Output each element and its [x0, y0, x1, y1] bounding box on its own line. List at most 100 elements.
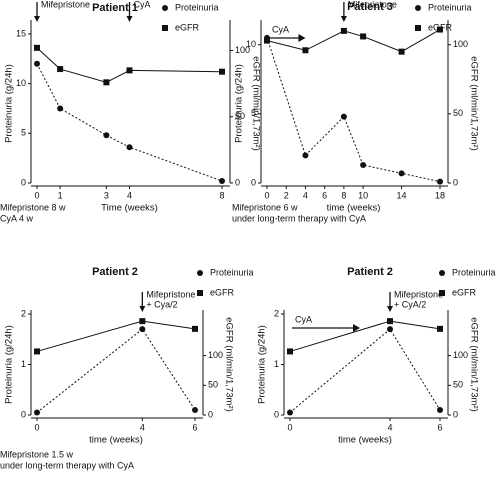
note: Mifepristone 8 w	[0, 202, 66, 212]
x-tick-label: 2	[284, 190, 289, 200]
data-point	[219, 178, 225, 185]
y2-tick-label: 50	[235, 111, 245, 121]
legend-label: Proteinuria	[175, 2, 219, 12]
series-line	[289, 320, 441, 352]
y2-tick-label: 100	[235, 45, 250, 55]
x-tick-label: 4	[303, 190, 308, 200]
data-point	[437, 325, 443, 332]
annotation-arrowhead	[139, 306, 146, 312]
legend-label: Proteinuria	[428, 2, 472, 12]
annotation-arrowhead	[298, 34, 306, 42]
y2-tick-label: 50	[208, 380, 218, 390]
y2-tick-label: 100	[453, 350, 468, 360]
annotation-arrowhead	[126, 16, 133, 22]
y-tick-label: 0	[274, 409, 279, 419]
y-tick-label: 0	[251, 177, 256, 187]
data-point	[126, 67, 133, 74]
annotation-arrowhead	[387, 306, 393, 312]
y-axis-label: Proteinuria (g/24h)	[234, 64, 245, 143]
x-tick-label: 6	[192, 422, 197, 432]
legend-label: Proteinuria	[210, 267, 254, 277]
data-point	[103, 132, 110, 139]
data-point	[34, 348, 40, 355]
x-axis-label: Time (weeks)	[101, 203, 158, 214]
data-point	[287, 348, 293, 355]
data-point	[340, 113, 347, 120]
series-line	[36, 47, 223, 83]
y2-tick-label: 0	[453, 177, 458, 187]
note: under long-term therapy with CyA	[232, 213, 366, 223]
data-point	[302, 47, 309, 54]
data-point	[219, 68, 225, 75]
note: under long-term therapy with CyA	[0, 460, 134, 470]
x-tick-label: 0	[264, 190, 269, 200]
annotation-arrowhead	[34, 16, 40, 22]
y-tick-label: 2	[21, 308, 26, 318]
annotation-text: CyA	[295, 314, 312, 324]
legend-marker	[415, 25, 421, 31]
x-tick-label: 3	[104, 190, 109, 200]
y-axis-label: Proteinuria (g/24h)	[4, 64, 15, 143]
y2-tick-label: 50	[453, 108, 463, 118]
annotation-text: Mifepristone	[146, 289, 195, 299]
chart-title: Patient 1	[92, 2, 138, 14]
x-axis-label: time (weeks)	[327, 203, 381, 214]
y-tick-label: 0	[21, 409, 26, 419]
x-tick-label: 0	[34, 422, 39, 432]
x-tick-label: 8	[219, 190, 224, 200]
y-axis-label: Proteinuria (g/24h)	[4, 325, 15, 404]
x-tick-label: 4	[140, 422, 145, 432]
series-line	[266, 29, 441, 53]
legend-marker	[197, 290, 203, 296]
y2-axis-label: eGFR (ml/min/1,73m²)	[468, 317, 479, 411]
data-point	[34, 60, 40, 67]
legend-label: eGFR	[210, 287, 235, 297]
x-tick-label: 0	[287, 422, 292, 432]
chart-title: Patient 2	[92, 266, 138, 278]
legend-label: eGFR	[428, 22, 453, 32]
annotation-text: Mifepristone	[394, 289, 443, 299]
legend-marker	[162, 25, 168, 31]
y2-tick-label: 0	[235, 177, 240, 187]
y2-tick-label: 100	[453, 39, 468, 49]
y2-axis-label: eGFR (ml/min/1,73m²)	[250, 56, 261, 150]
data-point	[103, 79, 110, 86]
series-line	[36, 63, 223, 182]
series-line	[36, 320, 196, 352]
legend-marker	[439, 290, 445, 296]
x-tick-label: 1	[58, 190, 63, 200]
x-tick-label: 4	[387, 422, 392, 432]
legend-label: eGFR	[452, 287, 477, 297]
annotation-text: Mifepristone	[41, 0, 90, 9]
y-tick-label: 1	[21, 359, 26, 369]
chart-title: Patient 2	[347, 266, 393, 278]
series-line	[266, 37, 441, 183]
x-tick-label: 10	[358, 190, 368, 200]
y-tick-label: 10	[246, 39, 256, 49]
data-point	[192, 325, 198, 332]
y-tick-label: 1	[274, 359, 279, 369]
data-point	[57, 66, 64, 73]
data-point	[139, 318, 146, 325]
y-tick-label: 0	[21, 177, 26, 187]
x-axis-label: time (weeks)	[338, 435, 392, 446]
x-tick-label: 6	[322, 190, 327, 200]
note: Mifepristone 6 w	[232, 202, 298, 212]
legend-marker	[162, 5, 168, 11]
legend-label: eGFR	[175, 22, 200, 32]
y-tick-label: 5	[21, 128, 26, 138]
annotation-arrowhead	[340, 16, 347, 22]
data-point	[437, 178, 443, 185]
x-tick-label: 6	[437, 422, 442, 432]
annotation-text: CyA	[134, 0, 151, 9]
data-point	[57, 105, 64, 112]
y-axis-label: Proteinuria (g/24h)	[257, 325, 268, 404]
y2-axis-label: eGFR (ml/min/1,73m²)	[468, 56, 479, 150]
data-point	[387, 318, 393, 325]
annotation-text: CyA	[272, 24, 289, 34]
x-tick-label: 18	[435, 190, 445, 200]
legend-marker	[197, 270, 203, 276]
legend-label: Proteinuria	[452, 267, 496, 277]
data-point	[360, 162, 367, 169]
